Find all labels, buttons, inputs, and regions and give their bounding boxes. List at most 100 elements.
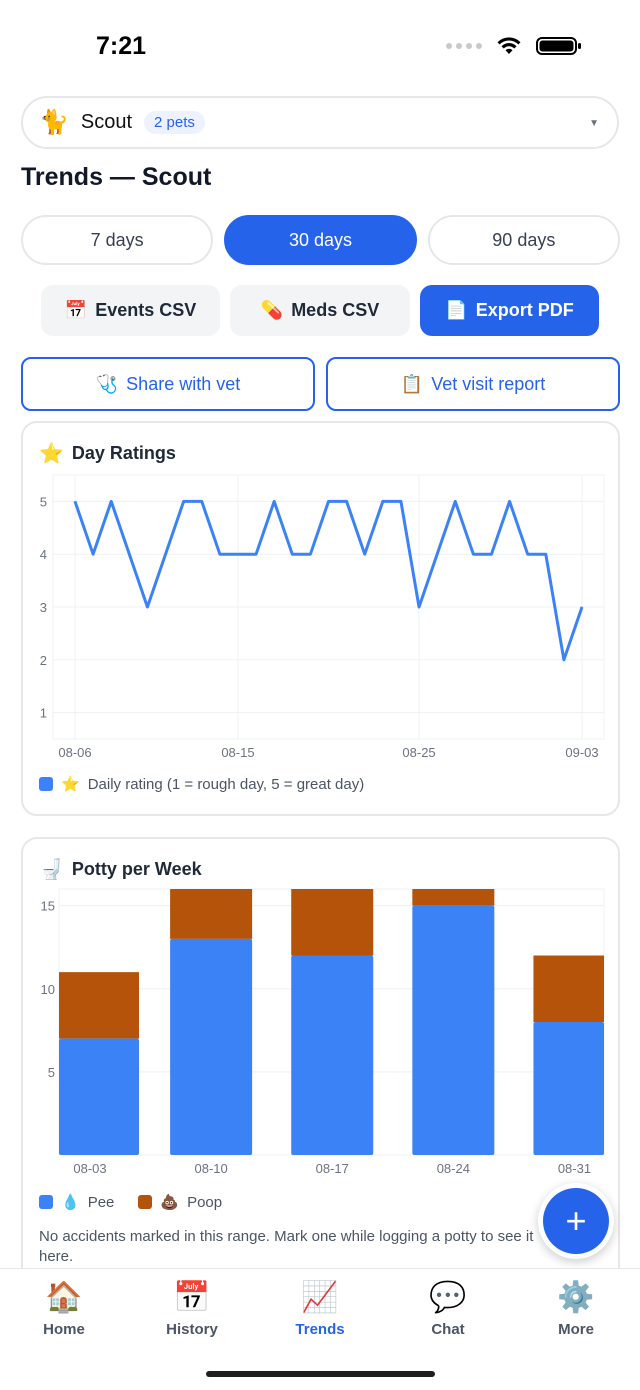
rating-point [92, 553, 94, 555]
poop-bar [59, 972, 139, 1039]
stethoscope-icon: 🩺 [95, 373, 119, 394]
legend-label: Pee [87, 1193, 115, 1211]
wifi-icon [497, 37, 521, 54]
x-tick-label: 08-24 [437, 1161, 470, 1176]
poop-bar [533, 955, 604, 1022]
rating-point [219, 553, 221, 555]
export-actions: 📅 Events CSV 💊 Meds CSV 📄 Export PDF [41, 285, 599, 336]
rating-point [328, 500, 329, 502]
meds-csv-button[interactable]: 💊 Meds CSV [230, 285, 410, 336]
rating-point [128, 553, 130, 555]
potty-title: Potty per Week [71, 859, 202, 879]
calendar-icon: 📅 [173, 1281, 211, 1314]
rating-point [201, 500, 203, 502]
pet-name: Scout [80, 111, 133, 133]
range-30-days-button[interactable]: 30 days [224, 215, 417, 265]
rating-series-line [73, 499, 584, 662]
poop-icon: 💩 [160, 1194, 180, 1211]
tab-bar: 🏠 Home 📅 History 📈 Trends 💬 Chat ⚙️ More [0, 1268, 640, 1390]
rating-point [382, 500, 384, 502]
poop-bar [170, 889, 253, 939]
potty-per-week-chart: 5 10 15 08-03 08-10 08-17 08-24 08-31 [41, 888, 605, 1176]
y-tick-label: 15 [41, 899, 55, 914]
legend-label: Daily rating (1 = rough day, 5 = great d… [87, 775, 365, 793]
home-indicator [206, 1371, 435, 1377]
toilet-icon: 🚽 [39, 859, 64, 881]
tab-more[interactable]: ⚙️ More [526, 1281, 626, 1338]
status-icons [446, 36, 582, 56]
legend-swatch [39, 1195, 53, 1209]
status-time: 7:21 [96, 32, 147, 60]
rating-point [273, 500, 275, 502]
pet-selector[interactable]: 🐈 Scout 2 pets ▼ [21, 96, 619, 149]
add-event-button[interactable]: + [538, 1183, 614, 1259]
legend-pee: 💧 Pee [39, 1193, 114, 1211]
rating-point [291, 553, 293, 555]
document-icon: 📄 [445, 300, 468, 320]
gear-icon: ⚙️ [557, 1281, 595, 1314]
tab-home[interactable]: 🏠 Home [14, 1281, 114, 1338]
x-tick-label: 08-17 [316, 1161, 349, 1176]
poop-bar [412, 889, 495, 906]
pets-count-badge: 2 pets [144, 111, 205, 134]
star-icon: ⭐ [61, 776, 80, 793]
day-ratings-legend: ⭐ Daily rating (1 = rough day, 5 = great… [39, 775, 364, 793]
rating-point [183, 500, 185, 502]
tab-label: Chat [431, 1321, 465, 1338]
rating-point [527, 553, 529, 555]
rating-point [563, 659, 565, 661]
x-tick-label: 09-03 [565, 745, 598, 760]
x-tick-label: 08-06 [58, 745, 91, 760]
rating-point [436, 553, 438, 555]
tab-chat[interactable]: 💬 Chat [398, 1281, 498, 1338]
pee-bar [291, 955, 374, 1155]
export-pdf-button[interactable]: 📄 Export PDF [420, 285, 599, 336]
rating-point [110, 500, 112, 502]
tab-label: More [558, 1321, 594, 1338]
tab-history[interactable]: 📅 History [142, 1281, 242, 1338]
page-title: Trends — Scout [21, 163, 212, 191]
rating-point [237, 553, 239, 555]
rating-point [472, 553, 474, 555]
rating-point [418, 606, 420, 608]
accidents-note: No accidents marked in this range. Mark … [39, 1228, 534, 1265]
chat-bubble-icon: 💬 [429, 1281, 467, 1314]
rating-point [454, 500, 456, 502]
range-7-days-button[interactable]: 7 days [21, 215, 214, 265]
legend-poop: 💩 Poop [138, 1193, 222, 1211]
share-actions: 🩺 Share with vet 📋 Vet visit report [21, 357, 620, 411]
rating-point [509, 500, 511, 502]
legend-swatch [39, 777, 53, 791]
y-tick-label: 5 [48, 1065, 55, 1080]
events-csv-button[interactable]: 📅 Events CSV [41, 285, 220, 336]
legend-label: Poop [187, 1193, 223, 1211]
day-ratings-header: ⭐ Day Ratings [39, 441, 176, 466]
vet-visit-report-button[interactable]: 📋 Vet visit report [326, 357, 620, 411]
cellular-signal-icon [446, 43, 482, 49]
vet-visit-report-label: Vet visit report [431, 373, 546, 394]
day-ratings-title: Day Ratings [71, 443, 176, 463]
legend-swatch [138, 1195, 153, 1209]
share-with-vet-button[interactable]: 🩺 Share with vet [21, 357, 315, 411]
potty-per-week-card: 🚽 Potty per Week 5 10 15 08-03 08-10 08-17 08-… [21, 837, 620, 1277]
poop-bar [291, 889, 374, 956]
star-icon: ⭐ [39, 443, 64, 465]
rating-point [146, 606, 148, 608]
rating-point [74, 500, 76, 502]
y-tick-label: 3 [40, 600, 47, 615]
home-icon: 🏠 [45, 1281, 83, 1314]
x-tick-label: 08-15 [221, 745, 254, 760]
cat-icon: 🐈 [39, 108, 69, 136]
pee-bar [412, 905, 495, 1155]
y-tick-label: 5 [40, 494, 47, 509]
x-tick-label: 08-03 [73, 1161, 106, 1176]
range-90-days-button[interactable]: 90 days [427, 215, 620, 265]
share-with-vet-label: Share with vet [126, 373, 241, 394]
pee-bar [59, 1038, 139, 1155]
pee-bar [170, 938, 253, 1155]
tab-trends[interactable]: 📈 Trends [270, 1281, 370, 1338]
rating-point [545, 553, 547, 555]
day-ratings-card: ⭐ Day Ratings 1 2 3 4 5 08-06 08-15 08-25 09-03 … [21, 421, 620, 816]
potty-header: 🚽 Potty per Week [39, 857, 202, 882]
rating-point [490, 553, 492, 555]
